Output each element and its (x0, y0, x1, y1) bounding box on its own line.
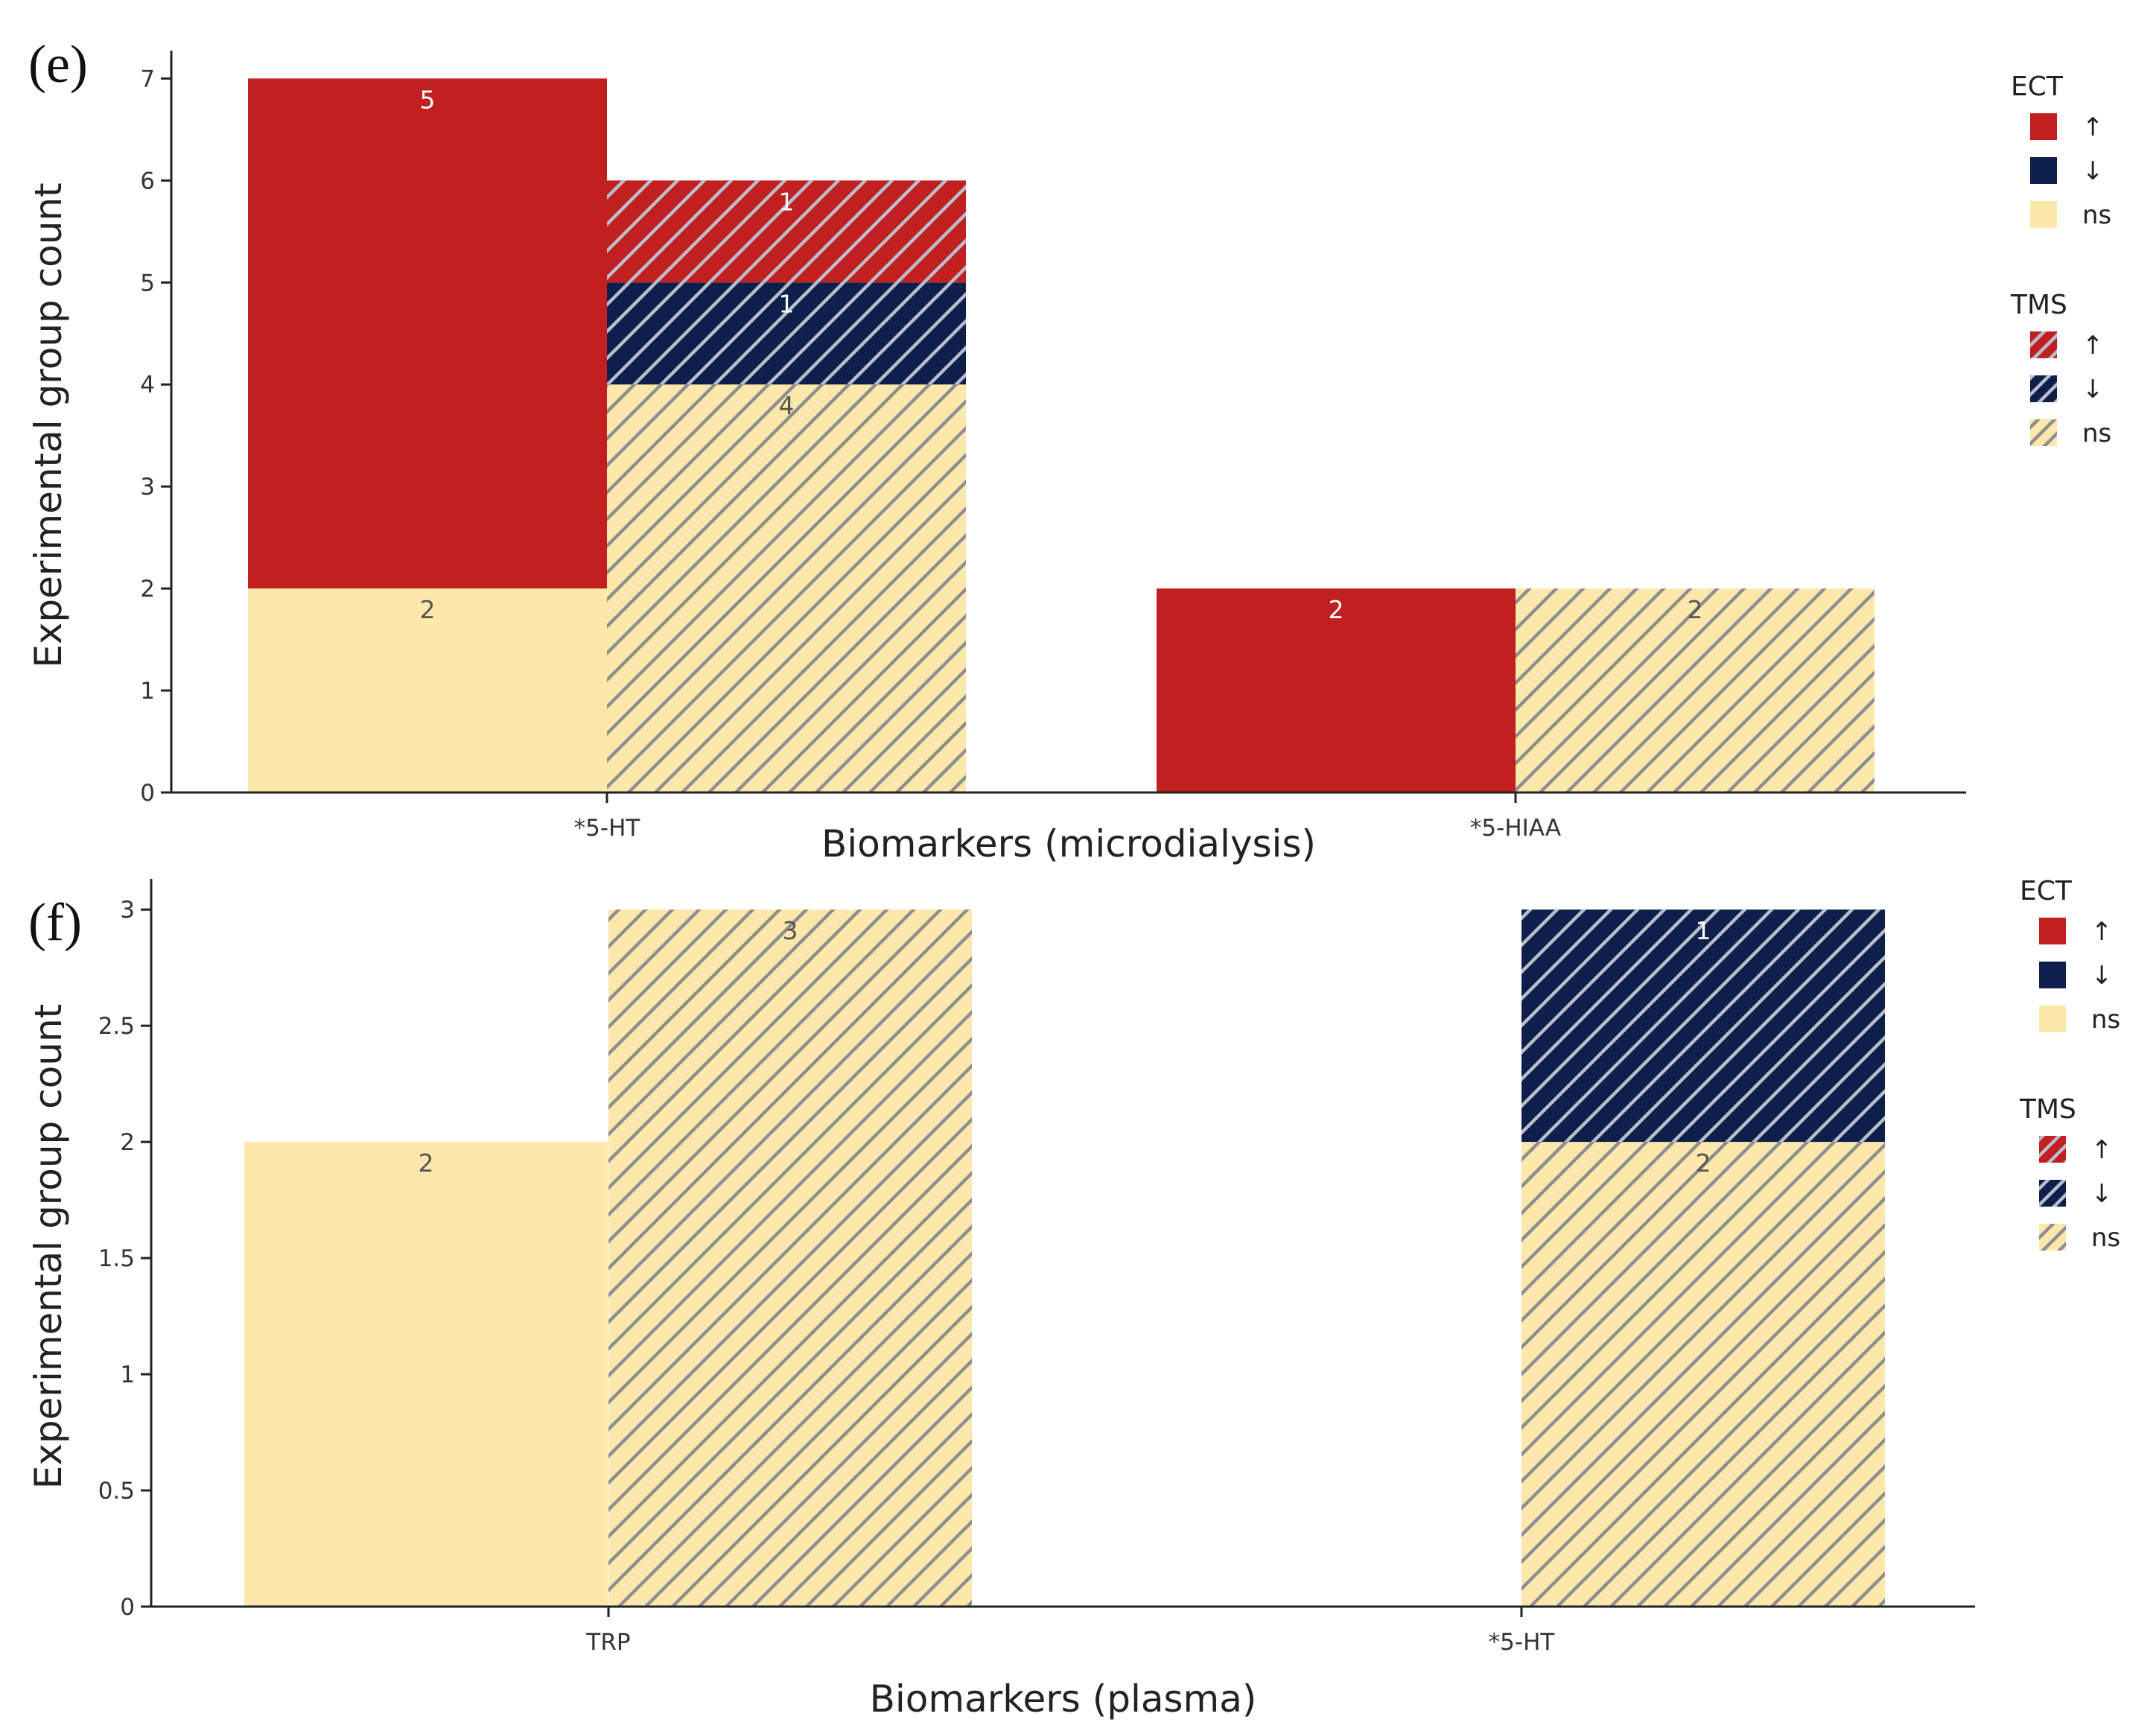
legend-label: ns (2082, 200, 2111, 230)
data-label: 1 (1696, 916, 1711, 945)
legend-swatch-hatch (2030, 419, 2057, 446)
legend-swatch-hatch (2039, 1224, 2066, 1251)
y-axis-title: Experimental group count (27, 1004, 70, 1490)
legend-label: ↑ (2091, 1135, 2113, 1165)
x-axis-title: Biomarkers (microdialysis) (821, 822, 1316, 865)
panel-label: (f) (28, 892, 82, 952)
x-tick-label: *5-HIAA (1470, 815, 1561, 842)
legend-label: ns (2091, 1223, 2120, 1253)
legend: ECT ↑ ↓ ns TMS ↑ ↓ ns (2019, 876, 2120, 1253)
bar-hatch-overlay (1516, 588, 1874, 792)
bar-segment-ect-up (248, 78, 607, 589)
y-tick-label: 4 (140, 372, 155, 398)
legend-label: ↑ (2082, 331, 2104, 360)
data-label: 2 (1329, 595, 1344, 624)
legend-swatch-up (2030, 113, 2057, 140)
y-tick-label: 0 (140, 780, 155, 807)
legend-swatch-hatch (2039, 1136, 2066, 1163)
legend-swatch-ns (2039, 1006, 2066, 1032)
data-label: 4 (779, 391, 795, 420)
y-tick-label: 3 (140, 474, 155, 501)
bar-hatch-overlay (607, 282, 966, 385)
y-tick-label: 5 (140, 270, 155, 296)
legend-label: ↑ (2091, 917, 2113, 947)
legend-swatch-ns (2030, 201, 2057, 228)
y-tick-label: 1 (120, 1362, 135, 1388)
legend-swatch-hatch (2030, 331, 2057, 358)
bar-segment-ect-up (1157, 588, 1516, 792)
x-tick-label: *5-HT (1489, 1629, 1556, 1656)
panel-0: 2 5 4 1 1 2 2 0 1 2 3 4 5 6 7 *5-HT *5-HIAA Biomarkers (m… (27, 34, 2111, 865)
legend-label: ↓ (2091, 1179, 2113, 1209)
bar-hatch-overlay (608, 909, 972, 1607)
y-tick-label: 1 (140, 678, 155, 705)
panel-label: (e) (28, 34, 88, 94)
legend-label: ↑ (2082, 112, 2104, 142)
y-tick-label: 2 (120, 1129, 135, 1156)
data-label: 1 (779, 289, 795, 318)
bar-hatch-overlay (1521, 909, 1885, 1143)
data-label: 1 (779, 187, 795, 216)
data-label: 5 (420, 85, 436, 114)
bar-segment-ect-ns (248, 588, 607, 792)
legend-swatch-down (2030, 157, 2057, 184)
data-label: 3 (783, 916, 798, 945)
legend-label: ↓ (2082, 156, 2104, 186)
bar-hatch-overlay (607, 384, 966, 792)
panel-1: 2 3 2 1 0 0.5 1 1.5 2 2.5 3 TRP *5-HT Biomarkers (pla… (27, 876, 2120, 1721)
legend-title: ECT (2020, 876, 2073, 906)
legend-swatch-hatch (2039, 1180, 2066, 1207)
bar-segment-ect-ns (244, 1142, 608, 1607)
y-tick-label: 1.5 (98, 1245, 135, 1272)
x-tick-label: TRP (585, 1629, 630, 1656)
legend: ECT ↑ ↓ ns TMS ↑ ↓ ns (2010, 72, 2111, 448)
legend-label: ns (2091, 1005, 2120, 1035)
y-tick-label: 0.5 (98, 1478, 135, 1505)
legend-title: TMS (2019, 1094, 2076, 1125)
bar-hatch-overlay (1521, 1142, 1885, 1607)
y-tick-label: 3 (120, 897, 135, 924)
y-tick-label: 7 (140, 66, 155, 92)
y-tick-label: 2 (140, 576, 155, 603)
bar-hatch-overlay (607, 180, 966, 283)
legend-title: TMS (2010, 290, 2067, 320)
x-axis-title: Biomarkers (plasma) (870, 1677, 1257, 1721)
legend-label: ↓ (2082, 375, 2104, 404)
legend-swatch-up (2039, 918, 2066, 944)
data-label: 2 (1688, 595, 1703, 624)
y-tick-label: 0 (120, 1594, 135, 1621)
y-tick-label: 2.5 (98, 1013, 135, 1040)
y-axis-title: Experimental group count (27, 182, 70, 668)
legend-title: ECT (2011, 72, 2064, 102)
legend-label: ↓ (2091, 961, 2113, 991)
legend-label: ns (2082, 419, 2111, 448)
legend-swatch-down (2039, 962, 2066, 988)
legend-swatch-hatch (2030, 375, 2057, 402)
data-label: 2 (1696, 1149, 1711, 1178)
data-label: 2 (419, 1149, 434, 1178)
y-tick-label: 6 (140, 168, 155, 194)
x-tick-label: *5-HT (574, 815, 641, 842)
data-label: 2 (420, 595, 436, 624)
